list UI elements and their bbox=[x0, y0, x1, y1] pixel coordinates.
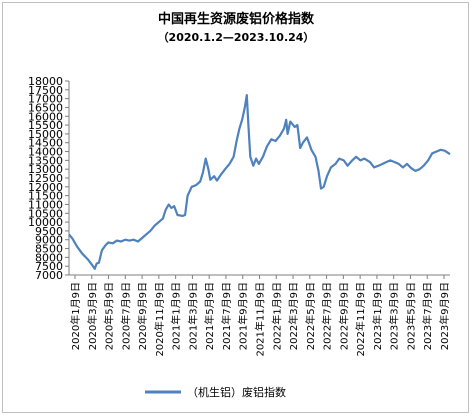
legend: （机生铝）废铝指数 bbox=[145, 385, 286, 399]
x-tick-label: 2023年1月9日 bbox=[371, 282, 384, 350]
y-tick-label: 7000 bbox=[35, 269, 63, 282]
x-tick-label: 2022年5月9日 bbox=[304, 282, 317, 350]
y-tick-label: 11000 bbox=[28, 198, 63, 211]
y-tick-label: 13500 bbox=[28, 154, 63, 167]
x-tick-label: 2021年5月9日 bbox=[203, 282, 216, 350]
x-tick-label: 2021年3月9日 bbox=[186, 282, 199, 350]
x-tick-label: 2021年1月9日 bbox=[170, 282, 183, 350]
chart-canvas: 中国再生资源废铝价格指数 （2020.1.2—2023.10.24） 70007… bbox=[28, 11, 451, 399]
x-tick-label: 2022年1月9日 bbox=[270, 282, 283, 350]
x-tick-label: 2022年3月9日 bbox=[287, 282, 300, 350]
x-tick-label: 2020年1月9日 bbox=[69, 282, 82, 350]
legend-label: （机生铝）废铝指数 bbox=[187, 385, 286, 399]
y-tick-label: 17000 bbox=[28, 93, 63, 106]
y-tick-label: 18000 bbox=[28, 75, 63, 88]
y-tick-label: 16500 bbox=[28, 101, 63, 114]
y-tick-label: 8000 bbox=[35, 251, 63, 264]
x-tick-label: 2023年9月9日 bbox=[438, 282, 451, 350]
y-tick-label: 9500 bbox=[35, 225, 63, 238]
plot-area bbox=[68, 93, 451, 270]
y-tick-label: 9000 bbox=[35, 234, 63, 247]
y-tick-label: 14000 bbox=[28, 146, 63, 159]
chart-subtitle: （2020.1.2—2023.10.24） bbox=[158, 31, 315, 44]
y-tick-label: 15000 bbox=[28, 128, 63, 141]
x-axis: 2020年1月9日 2020年3月9日 2020年5月9日 2020年7月9日 2020… bbox=[69, 274, 451, 357]
x-tick-label: 2020年5月9日 bbox=[103, 282, 116, 350]
x-tick-label: 2020年3月9日 bbox=[86, 282, 99, 350]
x-tick-label: 2020年11月9日 bbox=[153, 282, 166, 357]
chart-frame: 中国再生资源废铝价格指数 （2020.1.2—2023.10.24） 7000 7… bbox=[2, 2, 469, 413]
y-axis: 7000750080008500900095001000010500110001… bbox=[28, 75, 70, 282]
y-tick-label: 16000 bbox=[28, 110, 63, 123]
x-tick-label: 2021年9月9日 bbox=[237, 282, 250, 350]
x-tick-label: 2021年7月9日 bbox=[220, 282, 233, 350]
x-tick-label: 2020年7月9日 bbox=[119, 282, 132, 350]
y-tick-label: 8500 bbox=[35, 243, 63, 256]
x-tick-label: 2023年7月9日 bbox=[421, 282, 434, 350]
x-tick-label: 2022年11月9日 bbox=[354, 282, 367, 357]
y-tick-label: 15500 bbox=[28, 119, 63, 132]
y-tick-label: 17500 bbox=[28, 84, 63, 97]
x-tick-label: 2023年3月9日 bbox=[388, 282, 401, 350]
y-tick-label: 10000 bbox=[28, 216, 63, 229]
chart-title: 中国再生资源废铝价格指数 bbox=[158, 11, 315, 27]
y-tick-label: 12000 bbox=[28, 181, 63, 194]
y-tick-label: 14500 bbox=[28, 137, 63, 150]
x-tick-label: 2022年7月9日 bbox=[321, 282, 334, 350]
series-line-0 bbox=[68, 93, 451, 270]
x-tick-label: 2023年5月9日 bbox=[404, 282, 417, 350]
y-tick-label: 10500 bbox=[28, 207, 63, 220]
y-tick-label: 7500 bbox=[35, 260, 63, 273]
x-tick-label: 2022年9月9日 bbox=[337, 282, 350, 350]
y-tick-label: 13000 bbox=[28, 163, 63, 176]
y-tick-label: 12500 bbox=[28, 172, 63, 185]
y-tick-label: 11500 bbox=[28, 190, 63, 203]
x-tick-label: 2021年11月9日 bbox=[254, 282, 267, 357]
x-tick-label: 2020年9月9日 bbox=[136, 282, 149, 350]
